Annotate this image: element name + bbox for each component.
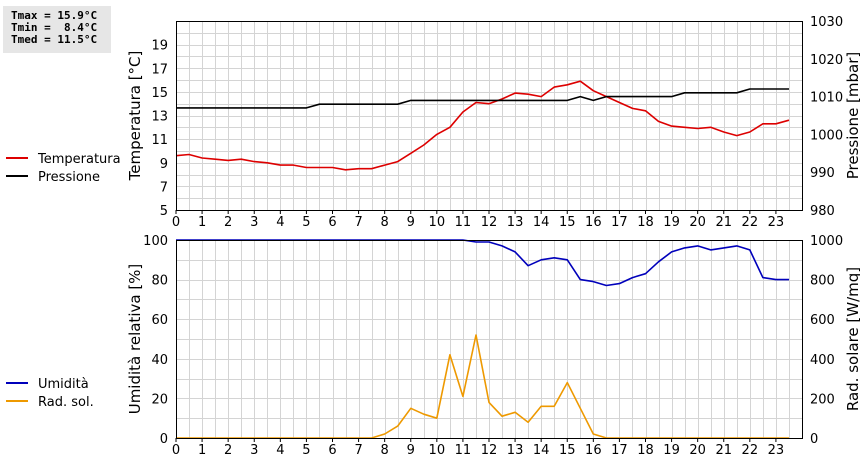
tmed-label: Tmed = 11.5°C	[11, 33, 98, 46]
x-tick-label: 22	[742, 443, 759, 458]
x-tick-label: 8	[381, 443, 389, 458]
x-tick-label: 17	[611, 443, 628, 458]
x-tick-label: 2	[224, 443, 232, 458]
y2-tick-label: 200	[810, 392, 835, 407]
x-tick-label: 13	[507, 215, 524, 230]
x-tick-label: 1	[198, 443, 206, 458]
x-tick-label: 16	[585, 215, 602, 230]
x-tick-label: 11	[455, 215, 472, 230]
x-tick-label: 4	[276, 443, 284, 458]
tmax-label: Tmax = 15.9°C	[11, 9, 98, 22]
x-tick-label: 10	[429, 443, 446, 458]
radiation-axis-label: Rad. solare [W/mq]	[844, 267, 860, 411]
stats-box: Tmax = 15.9°C Tmin = 8.4°C Tmed = 11.5°C	[3, 6, 111, 53]
x-tick-label: 21	[715, 443, 732, 458]
grid	[176, 21, 803, 211]
x-tick-label: 8	[381, 215, 389, 230]
pressure-axis-label: Pressione [mbar]	[844, 52, 860, 180]
y-tick-label: 19	[151, 39, 168, 54]
y-tick-label: 80	[151, 274, 168, 289]
y2-tick-label: 990	[810, 166, 835, 181]
temperature-pressure-panel: 0 1 2 3 4 5 6 7 8 9 10 11 12 13 14 15 16 17 18 19 20 21 22 2357…	[6, 15, 860, 230]
y2-tick-label: 600	[810, 313, 835, 328]
x-tick-label: 6	[328, 215, 336, 230]
x-tick-label: 12	[481, 443, 498, 458]
y-tick-label: 7	[160, 180, 168, 195]
x-tick-label: 12	[481, 215, 498, 230]
series-line-pressione	[176, 88, 789, 109]
legend-label-pressione: Pressione	[38, 170, 100, 185]
humidity-axis-label: Umidità relativa [%]	[126, 264, 144, 415]
x-tick-label: 6	[328, 443, 336, 458]
y2-tick-label: 1000	[810, 234, 843, 249]
x-tick-label: 18	[637, 443, 654, 458]
x-tick-label: 15	[559, 215, 576, 230]
y2-tick-label: 1000	[810, 128, 843, 143]
x-tick-label: 20	[689, 215, 706, 230]
x-tick-label: 0	[172, 443, 180, 458]
y-tick-label: 40	[151, 353, 168, 368]
x-tick-label: 7	[354, 443, 362, 458]
x-tick-label: 3	[250, 215, 258, 230]
x-tick-label: 16	[585, 443, 602, 458]
legend: Umidità Rad. sol.	[6, 377, 94, 410]
x-tick-label: 19	[663, 443, 680, 458]
x-tick-label: 20	[689, 443, 706, 458]
x-tick-label: 5	[302, 215, 310, 230]
x-tick-label: 0	[172, 215, 180, 230]
x-tick-label: 22	[742, 215, 759, 230]
x-tick-label: 9	[407, 443, 415, 458]
y-tick-label: 9	[160, 157, 168, 172]
legend-label-rad-sol: Rad. sol.	[38, 395, 94, 410]
y2-tick-label: 1010	[810, 91, 843, 106]
temperature-axis-label: Temperatura [°C]	[126, 51, 144, 182]
y-tick-label: 20	[151, 392, 168, 407]
y-tick-label: 100	[143, 234, 168, 249]
x-tick-label: 7	[354, 215, 362, 230]
y2-tick-label: 1020	[810, 53, 843, 68]
y-tick-label: 17	[151, 62, 168, 77]
x-tick-label: 4	[276, 215, 284, 230]
legend: Temperatura Pressione	[6, 152, 121, 185]
x-tick-label: 23	[768, 215, 785, 230]
legend-label-temperatura: Temperatura	[37, 152, 121, 167]
x-tick-label: 21	[715, 215, 732, 230]
x-tick-label: 11	[455, 443, 472, 458]
x-tick-label: 18	[637, 215, 654, 230]
x-tick-label: 13	[507, 443, 524, 458]
y2-tick-label: 980	[810, 204, 835, 219]
legend-label-umidit: Umidità	[38, 377, 89, 392]
x-tick-label: 14	[533, 443, 550, 458]
y2-tick-label: 400	[810, 353, 835, 368]
y-tick-label: 13	[151, 110, 168, 125]
x-tick-label: 15	[559, 443, 576, 458]
y2-tick-label: 1030	[810, 15, 843, 30]
x-tick-label: 9	[407, 215, 415, 230]
x-tick-label: 10	[429, 215, 446, 230]
y-tick-label: 5	[160, 204, 168, 219]
y-tick-label: 15	[151, 86, 168, 101]
grid	[176, 240, 803, 439]
x-tick-label: 5	[302, 443, 310, 458]
x-tick-label: 2	[224, 215, 232, 230]
y2-tick-label: 0	[810, 432, 818, 447]
x-tick-label: 14	[533, 215, 550, 230]
x-tick-label: 17	[611, 215, 628, 230]
x-tick-label: 19	[663, 215, 680, 230]
x-tick-label: 1	[198, 215, 206, 230]
x-tick-label: 3	[250, 443, 258, 458]
y-tick-label: 11	[151, 133, 168, 148]
x-tick-label: 23	[768, 443, 785, 458]
y-tick-label: 60	[151, 313, 168, 328]
series-line-temperatura	[175, 80, 790, 171]
humidity-radiation-panel: 0 1 2 3 4 5 6 7 8 9 10 11 12 13 14 15 16 17 18 19 20 21 22 2302…	[6, 234, 860, 458]
y2-tick-label: 800	[810, 274, 835, 289]
y-tick-label: 0	[160, 432, 168, 447]
tmin-label: Tmin = 8.4°C	[11, 21, 98, 34]
